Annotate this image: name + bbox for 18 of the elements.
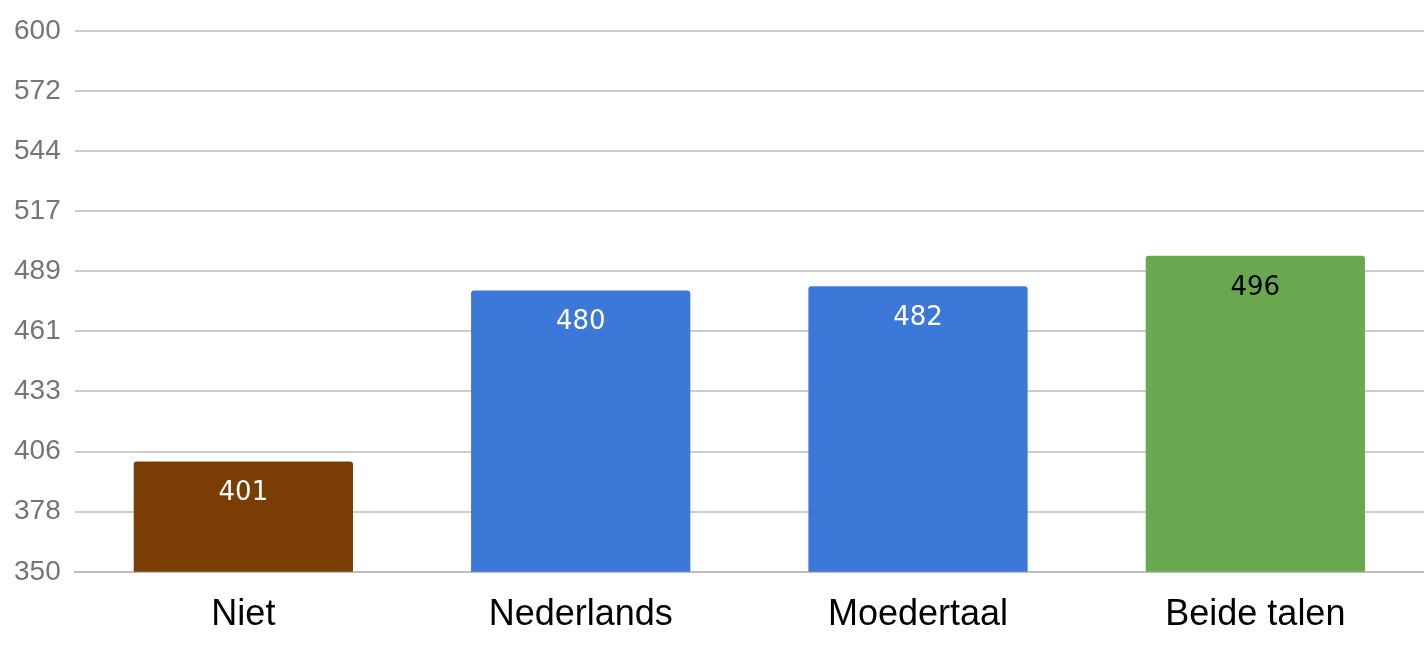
- x-tick-label: Moedertaal: [827, 592, 1009, 634]
- y-tick-label: 517: [14, 193, 61, 225]
- y-tick-label: 406: [14, 434, 61, 466]
- data-label: 480: [555, 305, 606, 336]
- y-tick-label: 378: [14, 494, 61, 526]
- y-tick-label: 350: [14, 554, 61, 586]
- y-tick-label: 572: [14, 73, 61, 105]
- x-tick-label: Beide talen: [1165, 592, 1346, 634]
- x-tick-label: Nederlands: [488, 592, 673, 634]
- data-label: 401: [218, 476, 269, 507]
- y-tick-label: 600: [14, 13, 61, 45]
- y-tick-label: 544: [14, 133, 61, 165]
- y-tick-label: 461: [14, 314, 61, 346]
- y-tick-label: 433: [14, 374, 61, 406]
- data-label: 496: [1230, 270, 1281, 301]
- data-label: 482: [893, 300, 943, 331]
- x-tick-label: Niet: [211, 592, 276, 634]
- y-tick-label: 489: [14, 253, 61, 285]
